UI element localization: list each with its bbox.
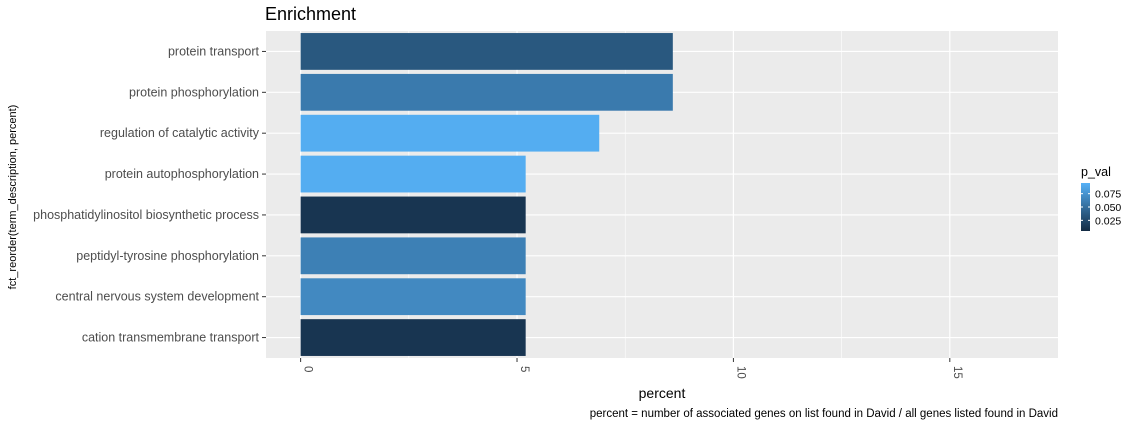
chart-title: Enrichment — [265, 4, 356, 24]
y-axis-title: fct_reorder(term_description, percent) — [7, 105, 19, 290]
category-label: protein phosphorylation — [129, 85, 259, 99]
legend-label: 0.050 — [1095, 202, 1121, 214]
category-label: cation transmembrane transport — [82, 331, 260, 345]
x-tick-label: 0 — [302, 366, 314, 372]
legend-title: p_val — [1081, 165, 1111, 179]
bar — [300, 33, 673, 70]
x-tick-label: 10 — [734, 366, 746, 379]
category-label: protein autophosphorylation — [105, 167, 259, 181]
bar — [300, 237, 526, 275]
bar — [300, 155, 526, 193]
bar — [300, 73, 673, 111]
x-axis-title: percent — [639, 385, 686, 401]
bars — [300, 33, 673, 356]
x-tick-label: 5 — [518, 366, 530, 372]
category-label: phosphatidylinositol biosynthetic proces… — [33, 208, 259, 222]
legend-label: 0.025 — [1095, 215, 1121, 227]
x-axis: 0 5 10 15 — [300, 358, 963, 379]
chart-caption: percent = number of associated genes on … — [590, 408, 1058, 420]
category-label: peptidyl-tyrosine phosphorylation — [76, 249, 259, 263]
category-label: regulation of catalytic activity — [100, 126, 260, 140]
legend-label: 0.075 — [1095, 189, 1121, 201]
bar — [300, 114, 600, 152]
bar — [300, 278, 526, 316]
legend-colorbar — [1081, 183, 1090, 231]
y-axis: protein transport protein phosphorylation… — [33, 44, 266, 345]
category-label: central nervous system development — [55, 290, 259, 304]
bar — [300, 196, 526, 234]
category-label: protein transport — [168, 44, 260, 58]
bar — [300, 319, 526, 356]
x-tick-label: 15 — [951, 366, 963, 379]
